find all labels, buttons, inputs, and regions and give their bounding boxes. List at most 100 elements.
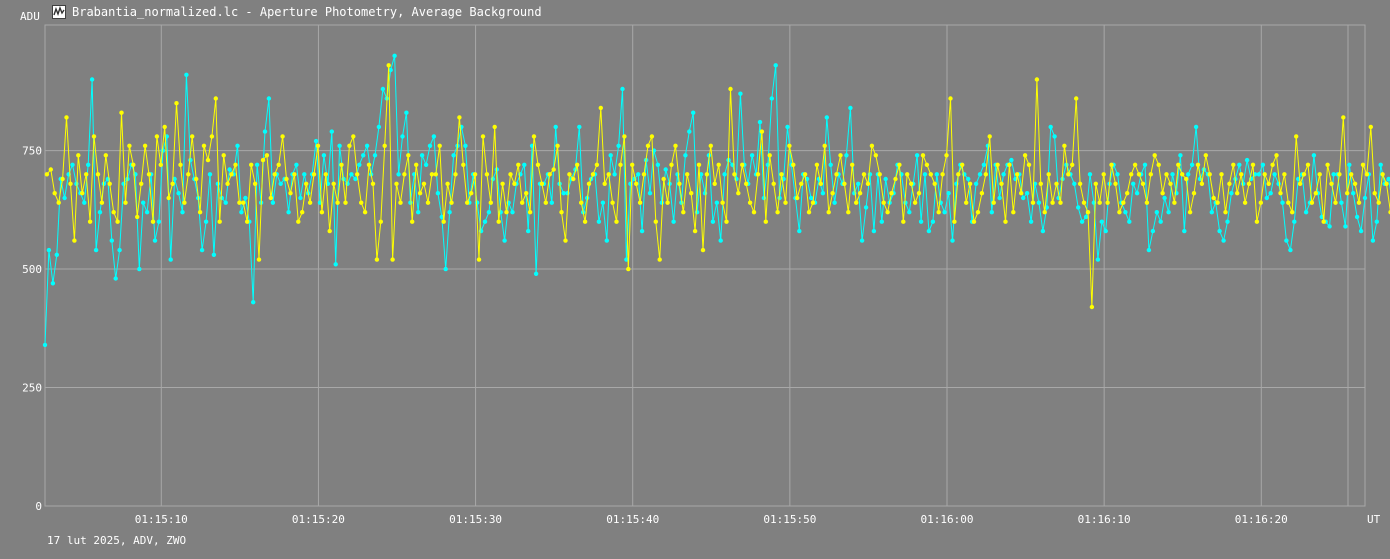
data-point <box>42 342 48 348</box>
data-point <box>565 191 570 196</box>
data-point <box>237 200 242 205</box>
data-point <box>1160 191 1165 196</box>
data-point <box>154 134 160 139</box>
data-point <box>1131 181 1136 186</box>
data-point <box>374 257 380 262</box>
data-point <box>80 191 85 196</box>
data-point <box>1217 228 1222 234</box>
data-point <box>323 172 328 177</box>
data-point <box>641 172 647 177</box>
data-point <box>451 153 456 158</box>
data-point <box>1303 210 1309 215</box>
data-point <box>294 162 299 167</box>
data-point <box>1105 200 1110 205</box>
data-point <box>655 162 661 167</box>
data-point <box>689 191 694 196</box>
data-point <box>575 162 580 167</box>
data-point <box>333 262 338 267</box>
x-tick-labels: 01:15:10 01:15:20 01:15:30 01:15:40 01:15:50… <box>135 513 1288 526</box>
data-point <box>390 257 395 262</box>
data-point <box>457 115 462 120</box>
data-point <box>184 72 189 78</box>
data-point <box>1040 228 1046 234</box>
data-point <box>1038 181 1044 186</box>
window-title-bar[interactable]: Brabantia_normalized.lc - Aperture Photo… <box>52 3 542 21</box>
data-point <box>437 143 442 148</box>
plot-frame <box>44 24 1366 507</box>
data-point <box>445 181 450 186</box>
data-point <box>357 162 362 167</box>
data-point <box>687 129 692 134</box>
data-point <box>1093 181 1099 186</box>
data-point <box>1062 143 1067 148</box>
data-point <box>897 162 902 167</box>
data-point <box>773 63 778 68</box>
data-point <box>665 200 670 205</box>
data-point <box>1168 181 1173 186</box>
data-point <box>378 219 383 224</box>
data-point <box>879 219 884 224</box>
data-point <box>427 143 433 148</box>
data-point <box>1209 210 1215 215</box>
data-point <box>1028 219 1034 224</box>
data-point <box>64 115 69 120</box>
data-point <box>914 153 920 158</box>
data-point <box>1030 200 1036 205</box>
data-point <box>256 257 262 262</box>
lightcurve-window-icon[interactable] <box>52 5 66 19</box>
data-point <box>1311 153 1317 158</box>
data-point <box>168 257 173 262</box>
data-point <box>152 238 158 243</box>
x-tick-label: 01:15:30 <box>449 513 502 526</box>
data-point <box>117 247 122 253</box>
data-point <box>744 181 749 186</box>
data-point <box>551 167 556 172</box>
data-point <box>74 181 79 186</box>
series-line <box>46 65 1390 308</box>
data-point <box>1352 181 1358 186</box>
data-point <box>663 167 668 172</box>
data-point <box>691 110 696 115</box>
data-point <box>469 191 474 196</box>
data-point <box>738 91 743 96</box>
data-point <box>1354 214 1360 220</box>
data-point <box>488 200 493 205</box>
data-point <box>905 172 910 177</box>
data-point <box>649 134 655 139</box>
data-point <box>1362 195 1368 201</box>
data-point <box>848 105 853 111</box>
data-point <box>1380 172 1385 177</box>
data-point <box>659 200 664 205</box>
data-point <box>948 96 953 101</box>
data-point <box>1254 219 1260 224</box>
data-point <box>270 200 276 205</box>
data-point <box>1077 181 1083 186</box>
data-point <box>339 162 344 167</box>
data-point <box>1270 162 1275 167</box>
data-point <box>1070 162 1075 167</box>
data-point <box>319 210 325 215</box>
data-point <box>433 172 438 177</box>
data-point <box>594 162 600 167</box>
data-point <box>113 276 118 281</box>
data-point <box>186 172 191 177</box>
data-point <box>1225 219 1230 224</box>
data-point <box>217 219 222 224</box>
data-point <box>461 162 466 167</box>
data-point <box>1024 191 1030 196</box>
data-point <box>178 162 183 167</box>
data-point <box>144 210 150 215</box>
data-point <box>857 191 863 196</box>
data-point <box>48 167 53 172</box>
data-point <box>838 153 843 158</box>
data-point <box>1284 238 1289 243</box>
data-point <box>500 181 505 186</box>
data-point <box>1329 181 1334 186</box>
data-point <box>207 172 213 177</box>
data-point <box>653 219 658 224</box>
data-point <box>1239 172 1244 177</box>
data-point <box>396 172 401 177</box>
data-point <box>87 219 93 224</box>
data-point <box>524 191 529 196</box>
data-point <box>1089 304 1095 310</box>
